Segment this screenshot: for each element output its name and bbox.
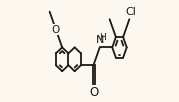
Text: N: N	[96, 35, 104, 45]
Text: H: H	[99, 33, 105, 42]
Text: O: O	[90, 86, 99, 99]
Text: Cl: Cl	[125, 7, 136, 17]
Text: O: O	[52, 25, 60, 35]
